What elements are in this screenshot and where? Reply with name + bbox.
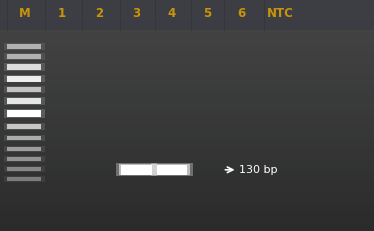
Bar bbox=[7, 76, 41, 82]
Bar bbox=[7, 147, 41, 151]
Bar bbox=[4, 53, 45, 60]
Bar bbox=[4, 146, 45, 152]
Bar bbox=[121, 165, 152, 175]
Bar bbox=[7, 87, 41, 92]
Bar bbox=[151, 163, 193, 176]
Bar bbox=[7, 136, 41, 140]
Bar bbox=[4, 176, 45, 182]
Bar bbox=[4, 135, 45, 141]
Bar bbox=[7, 44, 41, 49]
Bar bbox=[7, 98, 41, 104]
Bar bbox=[4, 109, 45, 118]
Text: 130 bp: 130 bp bbox=[239, 165, 278, 175]
Text: 1: 1 bbox=[58, 7, 66, 20]
Bar bbox=[4, 75, 45, 82]
Bar bbox=[7, 124, 41, 129]
Bar bbox=[7, 167, 41, 171]
Text: 6: 6 bbox=[237, 7, 245, 20]
Bar bbox=[116, 163, 157, 176]
Text: 4: 4 bbox=[168, 7, 176, 20]
Bar bbox=[4, 166, 45, 172]
Bar bbox=[4, 86, 45, 93]
Bar bbox=[7, 54, 41, 59]
Bar bbox=[4, 97, 45, 105]
Text: NTC: NTC bbox=[267, 7, 294, 20]
Text: 3: 3 bbox=[132, 7, 141, 20]
Bar bbox=[7, 177, 41, 181]
Bar bbox=[157, 165, 187, 175]
Bar bbox=[4, 43, 45, 50]
Bar bbox=[119, 164, 154, 175]
Bar bbox=[7, 110, 41, 117]
Bar bbox=[0, 0, 374, 30]
Bar bbox=[7, 157, 41, 161]
Bar bbox=[4, 63, 45, 71]
Bar bbox=[7, 64, 41, 70]
Text: 2: 2 bbox=[95, 7, 103, 20]
Bar bbox=[4, 156, 45, 162]
Bar bbox=[154, 164, 190, 175]
Bar bbox=[4, 123, 45, 130]
Text: M: M bbox=[18, 7, 30, 20]
Text: 5: 5 bbox=[203, 7, 212, 20]
